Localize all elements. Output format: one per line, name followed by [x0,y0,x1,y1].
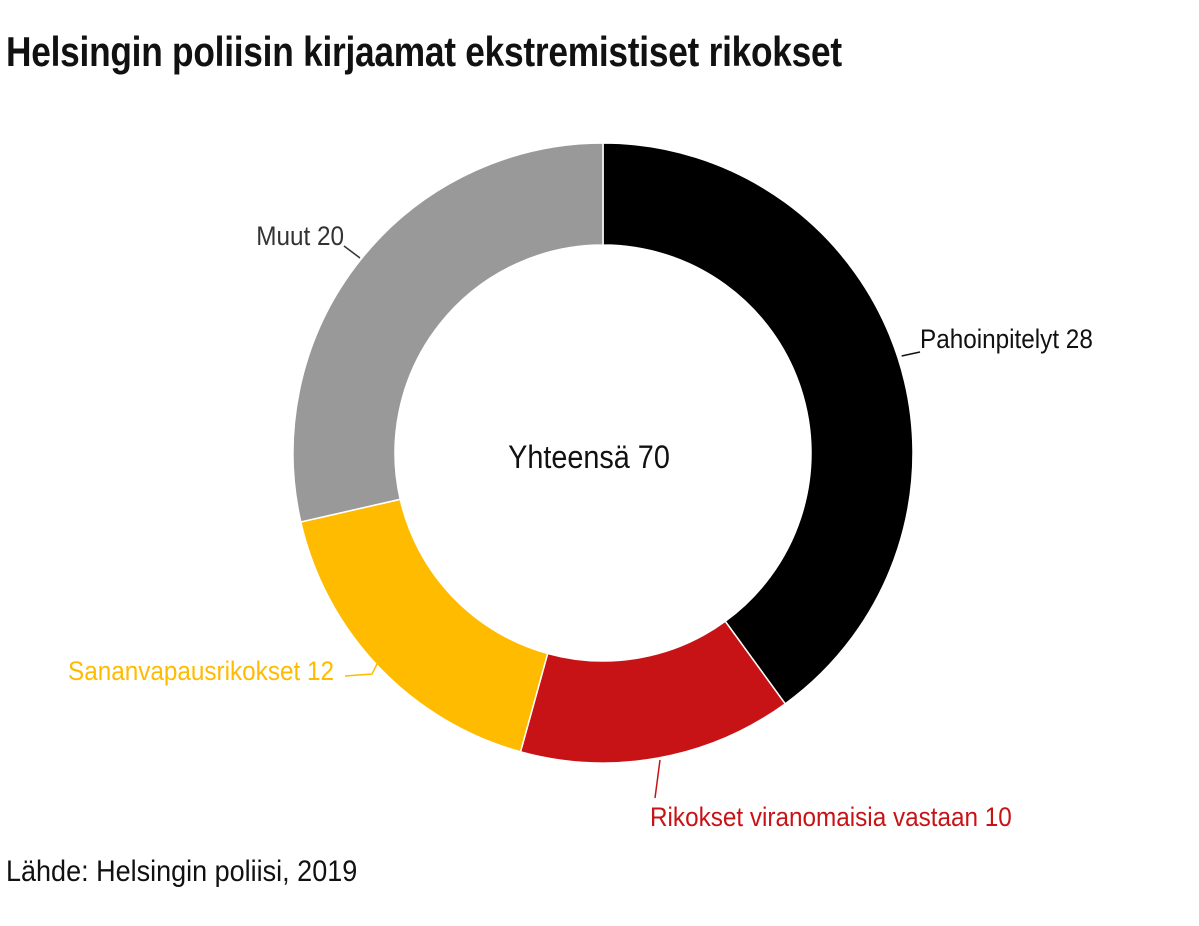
slice-pahoinpitelyt [602,142,914,705]
data-label-rikokset-viranomaisia-vastaan: Rikokset viranomaisia vastaan 10 [650,803,1012,832]
slice-sananvapausrikokset [299,498,549,753]
chart-title: Helsingin poliisin kirjaamat ekstremisti… [6,28,842,75]
slice-muut [292,142,604,523]
label-group: Pahoinpitelyt 28 Rikokset viranomaisia va… [68,222,1093,832]
leader-line-muut [343,245,361,259]
leader-line-group [343,245,921,799]
leader-line-rikokset-viranomaisia-vastaan [654,759,661,799]
data-label-sananvapausrikokset: Sananvapausrikokset 12 [68,657,334,686]
leader-line-pahoinpitelyt [901,351,921,357]
leader-line-sananvapausrikokset [344,661,379,677]
source-note: Lähde: Helsingin poliisi, 2019 [6,855,358,888]
slice-group [292,142,914,764]
data-label-muut: Muut 20 [256,222,344,251]
center-total-label: Yhteensä 70 [508,440,670,476]
data-label-pahoinpitelyt: Pahoinpitelyt 28 [920,325,1093,354]
